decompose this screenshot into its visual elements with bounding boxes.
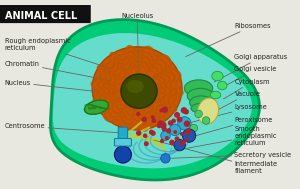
Circle shape — [136, 112, 140, 116]
Circle shape — [136, 130, 142, 136]
Circle shape — [171, 119, 176, 123]
Circle shape — [178, 117, 191, 130]
Circle shape — [151, 131, 156, 136]
Text: Chromatin: Chromatin — [5, 61, 110, 81]
Circle shape — [162, 106, 168, 113]
Circle shape — [152, 118, 156, 123]
Circle shape — [161, 131, 170, 140]
Text: Intermediate
filament: Intermediate filament — [153, 140, 278, 174]
Circle shape — [157, 123, 162, 128]
Polygon shape — [50, 20, 260, 180]
Circle shape — [173, 130, 177, 134]
Circle shape — [184, 121, 190, 127]
Text: Nucleus: Nucleus — [5, 80, 101, 92]
Circle shape — [165, 136, 169, 140]
Circle shape — [168, 120, 173, 126]
Circle shape — [179, 140, 184, 146]
Circle shape — [182, 140, 186, 144]
Circle shape — [169, 124, 181, 136]
Circle shape — [144, 141, 149, 146]
Circle shape — [162, 126, 167, 132]
FancyBboxPatch shape — [114, 139, 131, 146]
Circle shape — [190, 124, 198, 132]
Polygon shape — [53, 33, 252, 168]
Circle shape — [174, 112, 180, 118]
Circle shape — [157, 120, 164, 127]
Circle shape — [169, 140, 175, 145]
Text: Smooth
endoplasmic
reticulum: Smooth endoplasmic reticulum — [170, 126, 277, 151]
Circle shape — [195, 110, 202, 118]
Text: Centrosome: Centrosome — [5, 123, 118, 133]
Ellipse shape — [84, 100, 108, 114]
Circle shape — [166, 128, 171, 133]
Ellipse shape — [187, 88, 214, 104]
Ellipse shape — [190, 96, 213, 109]
Text: Nucleolus: Nucleolus — [121, 13, 153, 77]
Circle shape — [174, 139, 185, 151]
Ellipse shape — [121, 74, 157, 108]
Text: ψψψ: ψψψ — [87, 106, 96, 110]
Ellipse shape — [218, 81, 227, 90]
Text: Ribosomes: Ribosomes — [186, 23, 271, 57]
Ellipse shape — [92, 47, 182, 130]
FancyBboxPatch shape — [0, 4, 91, 23]
Ellipse shape — [212, 71, 223, 81]
Text: Vacuole: Vacuole — [217, 91, 260, 110]
Text: Lysosome: Lysosome — [189, 104, 267, 123]
Circle shape — [181, 107, 187, 114]
Text: ANIMAL CELL: ANIMAL CELL — [5, 12, 77, 22]
Circle shape — [149, 130, 154, 135]
Circle shape — [142, 117, 147, 122]
Circle shape — [184, 109, 189, 115]
Circle shape — [177, 117, 182, 122]
Circle shape — [143, 133, 147, 138]
Circle shape — [160, 123, 167, 129]
Ellipse shape — [210, 91, 221, 99]
Circle shape — [161, 154, 170, 163]
Text: Golgi apparatus: Golgi apparatus — [214, 54, 288, 82]
Ellipse shape — [191, 104, 210, 113]
Circle shape — [175, 136, 179, 141]
Circle shape — [162, 122, 166, 126]
Text: Peroxisome: Peroxisome — [190, 117, 273, 137]
Circle shape — [114, 146, 131, 163]
Circle shape — [185, 128, 191, 135]
Circle shape — [184, 138, 188, 142]
Circle shape — [160, 139, 164, 143]
Text: Rough endoplasmic
reticulum: Rough endoplasmic reticulum — [5, 38, 112, 69]
Ellipse shape — [184, 80, 213, 97]
Ellipse shape — [127, 80, 144, 93]
Text: Cytoplasm: Cytoplasm — [224, 79, 270, 99]
Circle shape — [180, 132, 184, 136]
Circle shape — [202, 117, 210, 124]
Circle shape — [159, 108, 163, 112]
Circle shape — [151, 115, 155, 119]
Circle shape — [167, 128, 171, 133]
Circle shape — [182, 129, 196, 142]
FancyBboxPatch shape — [118, 127, 128, 142]
Text: Golgi vesicle: Golgi vesicle — [221, 67, 277, 88]
Ellipse shape — [197, 98, 219, 124]
Text: Secretory vesicle: Secretory vesicle — [172, 152, 292, 158]
